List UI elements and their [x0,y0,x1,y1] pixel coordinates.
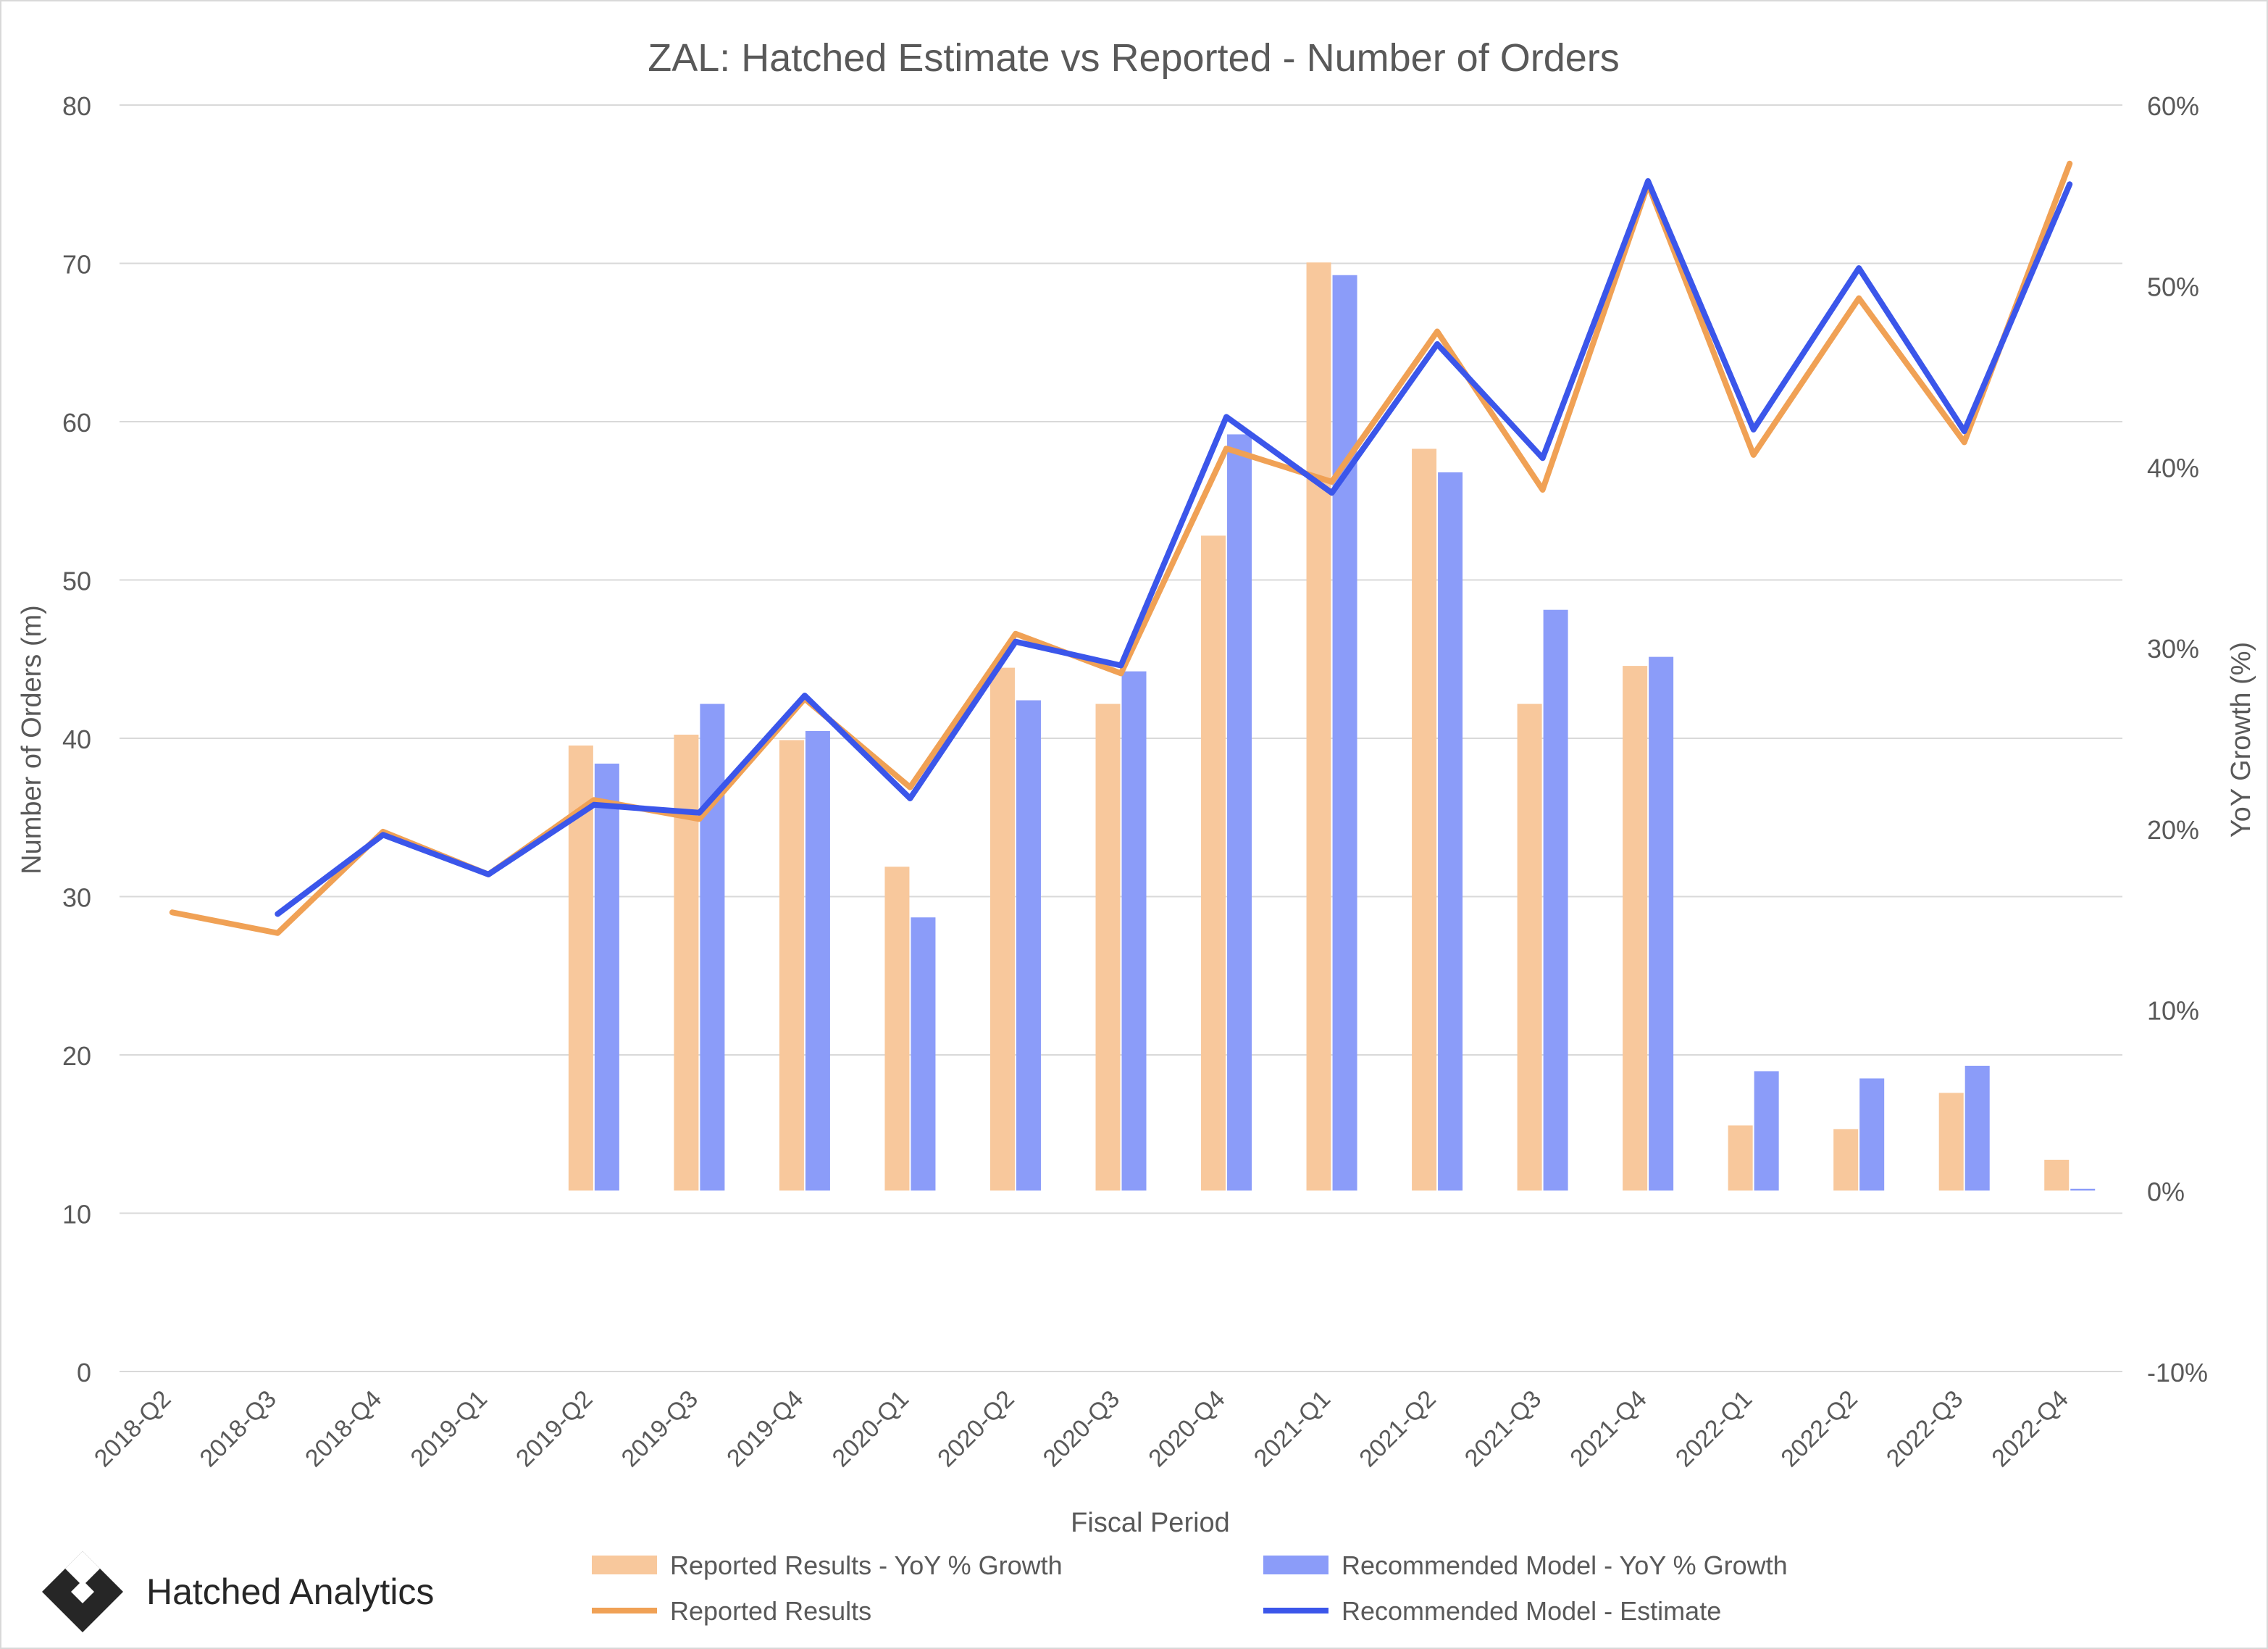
y-tick-label: 80 [62,91,91,121]
x-axis-label: Fiscal Period [1071,1508,1230,1538]
y-tick-label: 40 [62,725,91,754]
bar [2044,1159,2070,1191]
y2-axis-tick-labels: -10% 0% 10% 20% 30% 40% 50% 60% [2147,91,2208,1387]
y2-tick-label: 20% [2147,815,2199,845]
y-tick-label: 20 [62,1041,91,1071]
y2-tick-label: 60% [2147,91,2199,121]
x-tick-label: 2021-Q3 [1460,1385,1547,1472]
bar [884,867,910,1191]
bar [1728,1125,1753,1191]
bar [1438,472,1463,1191]
y-tick-label: 60 [62,408,91,438]
series-line [169,160,2073,936]
y-tick-label: 0 [77,1358,91,1387]
bar [805,731,830,1191]
x-tick-label: 2021-Q2 [1354,1385,1441,1472]
x-tick-label: 2020-Q1 [827,1385,914,1472]
x-tick-label: 2022-Q2 [1775,1385,1862,1472]
bar [1332,275,1357,1191]
y-tick-label: 10 [62,1200,91,1230]
y2-tick-label: 30% [2147,634,2199,664]
legend-swatch [1263,1556,1328,1574]
x-tick-label: 2020-Q2 [932,1385,1019,1472]
hatched-diamond-logo-icon [42,1551,123,1632]
y-tick-label: 50 [62,567,91,596]
y2-tick-label: 50% [2147,272,2199,302]
y2-tick-label: 40% [2147,453,2199,483]
bar [1938,1093,1964,1191]
x-tick-label: 2019-Q1 [406,1385,493,1472]
x-tick-label: 2018-Q2 [89,1385,176,1472]
bar [1227,434,1252,1191]
gridlines [120,104,2122,1372]
x-tick-label: 2021-Q1 [1249,1385,1336,1472]
series-line [275,178,2073,917]
y-tick-label: 30 [62,883,91,913]
y2-tick-label: 10% [2147,996,2199,1026]
x-tick-label: 2020-Q3 [1038,1385,1125,1472]
lines [169,160,2073,936]
bar [1016,700,1041,1191]
y-axis-label: Number of Orders (m) [17,605,47,874]
x-tick-label: 2019-Q3 [616,1385,703,1472]
bar [1517,704,1542,1191]
bar [779,740,804,1191]
brand: Hatched Analytics [39,1548,434,1635]
y2-tick-label: 0% [2147,1177,2185,1206]
bar [1623,666,1648,1191]
bar [1121,671,1147,1191]
legend-label: Recommended Model - YoY % Growth [1342,1550,1788,1580]
bar [2070,1188,2096,1191]
y2-tick-label: -10% [2147,1358,2208,1387]
x-tick-label: 2018-Q4 [300,1385,387,1472]
brand-name: Hatched Analytics [146,1571,435,1612]
y-axis-tick-labels: 0 10 20 30 40 50 60 70 80 [62,91,91,1387]
bar [1754,1071,1779,1191]
x-tick-label: 2018-Q3 [195,1385,282,1472]
x-tick-label: 2019-Q4 [721,1385,808,1472]
bar [700,704,725,1191]
bar [674,735,699,1191]
x-tick-label: 2022-Q4 [1986,1385,2073,1472]
bar [989,667,1015,1191]
bar [911,917,936,1191]
legend: Reported Results - YoY % Growth Recommend… [592,1550,1788,1626]
y2-axis-label: YoY Growth (%) [2226,642,2256,838]
y-tick-label: 70 [62,250,91,280]
legend-label: Recommended Model - Estimate [1342,1596,1721,1626]
bar [1649,656,1674,1191]
bar [1543,609,1568,1191]
bar [594,763,619,1191]
x-tick-label: 2019-Q2 [511,1385,598,1472]
bars [568,262,2096,1191]
x-tick-label: 2022-Q1 [1670,1385,1757,1472]
bar [1964,1065,1990,1191]
legend-label: Reported Results - YoY % Growth [670,1550,1063,1580]
legend-swatch [592,1556,657,1574]
bar [1833,1129,1859,1191]
legend-label: Reported Results [670,1596,871,1626]
bar [1306,262,1331,1191]
bar [1095,704,1121,1191]
x-axis-tick-labels: 2018-Q2 2018-Q3 2018-Q4 2019-Q1 2019-Q2 2019-… [89,1385,2074,1472]
bar [1412,448,1437,1191]
x-tick-label: 2021-Q4 [1565,1385,1652,1472]
bar [1859,1078,1885,1191]
x-tick-label: 2022-Q3 [1881,1385,1968,1472]
chart-title: ZAL: Hatched Estimate vs Reported - Numb… [648,36,1620,80]
bar [1201,535,1226,1191]
x-tick-label: 2020-Q4 [1143,1385,1230,1472]
